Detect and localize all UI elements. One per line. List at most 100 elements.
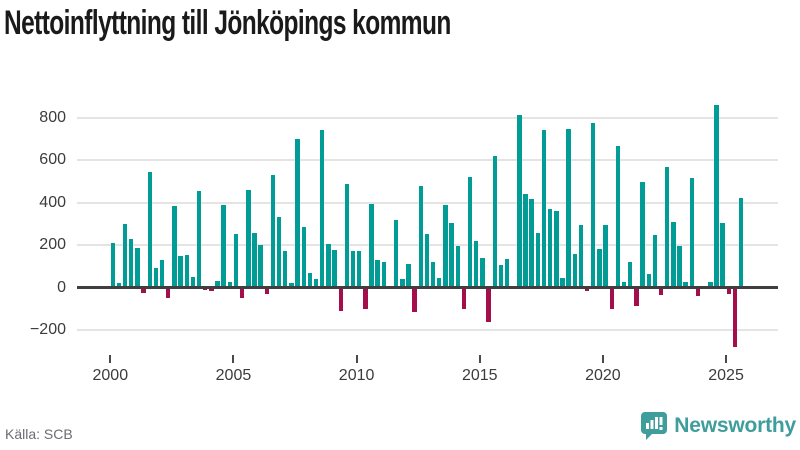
positive-bar 2000 Q1 xyxy=(110,242,115,288)
positive-bar 2024 Q2 xyxy=(708,282,713,288)
positive-bar 2015 Q4 xyxy=(498,265,504,288)
positive-bar 2012 Q1 xyxy=(406,264,411,288)
positive-bar 2004 Q2 xyxy=(215,281,220,288)
positive-bar 2018 Q4 xyxy=(572,253,577,288)
y-axis-label: 600 xyxy=(39,151,66,168)
positive-bar 2016 Q4 xyxy=(523,194,528,288)
x-axis-label: 2000 xyxy=(92,367,129,384)
positive-bar 2021 Q4 xyxy=(646,273,651,288)
positive-bar 2013 Q3 xyxy=(443,204,448,288)
negative-bar 2009 Q2 xyxy=(338,287,343,311)
positive-bar 2022 Q3 xyxy=(665,167,670,288)
positive-bar 2010 Q4 xyxy=(375,259,380,288)
positive-bar 2012 Q3 xyxy=(418,185,423,288)
x-tick-2010 xyxy=(355,355,358,363)
x-axis-label: 2025 xyxy=(708,367,744,384)
x-axis-label: 2020 xyxy=(585,367,621,384)
x-tick-2005 xyxy=(232,355,235,363)
positive-bar 2023 Q1 xyxy=(677,246,682,288)
x-tick-2020 xyxy=(601,355,604,363)
positive-bar 2021 Q3 xyxy=(640,182,645,288)
positive-bar 2017 Q3 xyxy=(541,130,547,288)
negative-bar 2022 Q2 xyxy=(658,287,664,295)
negative-bar 2005 Q2 xyxy=(239,287,245,299)
negative-bar 2001 Q2 xyxy=(141,287,146,293)
positive-bar 2024 Q3 xyxy=(714,104,719,288)
positive-bar 2003 Q1 xyxy=(184,254,189,288)
x-axis-label: 2010 xyxy=(338,367,375,384)
positive-bar 2017 Q4 xyxy=(547,208,553,288)
y-axis-label: −200 xyxy=(29,321,66,338)
newsworthy-wordmark: Newsworthy xyxy=(674,414,796,437)
positive-bar 2008 Q1 xyxy=(307,272,313,288)
gridline-600 xyxy=(77,159,778,161)
positive-bar 2019 Q3 xyxy=(591,122,596,288)
positive-bar 2016 Q1 xyxy=(504,258,510,288)
positive-bar 2014 Q1 xyxy=(455,246,460,288)
source-label: Källa: SCB xyxy=(5,426,73,442)
positive-bar 2014 Q3 xyxy=(467,177,473,288)
positive-bar 2011 Q1 xyxy=(381,262,387,288)
positive-bar 2000 Q3 xyxy=(122,223,128,288)
positive-bar 2006 Q1 xyxy=(258,245,263,288)
positive-bar 2006 Q3 xyxy=(270,174,276,288)
gridline-400 xyxy=(77,201,778,204)
negative-bar 2006 Q2 xyxy=(264,287,269,294)
positive-bar 2004 Q4 xyxy=(227,282,233,288)
positive-bar 2010 Q1 xyxy=(357,251,362,288)
positive-bar 2023 Q2 xyxy=(683,282,688,288)
positive-bar 2004 Q3 xyxy=(221,204,226,288)
positive-bar 2020 Q1 xyxy=(603,224,608,288)
positive-bar 2014 Q4 xyxy=(474,240,479,288)
positive-bar 2007 Q1 xyxy=(283,251,288,288)
positive-bar 2018 Q1 xyxy=(554,211,559,288)
positive-bar 2018 Q2 xyxy=(560,277,565,288)
negative-bar 2014 Q2 xyxy=(461,287,467,309)
positive-bar 2024 Q4 xyxy=(720,222,725,288)
positive-bar 2017 Q2 xyxy=(535,233,541,288)
gridline--200 xyxy=(77,329,778,331)
positive-bar 2005 Q1 xyxy=(233,234,239,288)
positive-bar 2001 Q3 xyxy=(147,171,152,288)
positive-bar 2013 Q1 xyxy=(430,262,436,288)
positive-bar 2002 Q3 xyxy=(172,205,177,288)
positive-bar 2000 Q4 xyxy=(129,238,134,288)
negative-bar 2002 Q2 xyxy=(166,287,171,299)
positive-bar 2011 Q4 xyxy=(400,279,405,288)
positive-bar 2010 Q3 xyxy=(369,203,374,288)
positive-bar 2001 Q4 xyxy=(153,268,159,288)
page-title: Nettoinflyttning till Jönköpings kommun xyxy=(4,4,451,42)
y-axis-label: 200 xyxy=(39,236,66,253)
x-tick-2025 xyxy=(725,355,728,363)
positive-bar 2000 Q2 xyxy=(116,283,122,288)
positive-bar 2002 Q4 xyxy=(178,255,183,288)
positive-bar 2023 Q3 xyxy=(689,178,695,288)
positive-bar 2019 Q4 xyxy=(597,249,602,288)
gridline-800 xyxy=(77,116,778,119)
positive-bar 2013 Q4 xyxy=(449,222,454,288)
negative-bar 2004 Q1 xyxy=(209,287,214,291)
negative-bar 2023 Q4 xyxy=(695,287,701,296)
positive-bar 2009 Q3 xyxy=(344,184,350,288)
x-tick-2000 xyxy=(109,355,112,363)
positive-bar 2003 Q3 xyxy=(196,190,202,288)
positive-bar 2020 Q3 xyxy=(615,146,621,288)
negative-bar 2015 Q2 xyxy=(486,287,491,322)
positive-bar 2009 Q4 xyxy=(350,251,356,288)
positive-bar 2011 Q3 xyxy=(393,219,399,288)
positive-bar 2022 Q4 xyxy=(671,221,676,288)
positive-bar 2016 Q3 xyxy=(517,115,522,288)
y-axis-label: 0 xyxy=(57,278,66,296)
positive-bar 2007 Q3 xyxy=(295,138,300,288)
positive-bar 2015 Q3 xyxy=(492,155,497,288)
positive-bar 2003 Q2 xyxy=(190,276,196,288)
negative-bar 2021 Q2 xyxy=(634,287,639,306)
positive-bar 2002 Q1 xyxy=(159,259,165,288)
negative-bar 2019 Q2 xyxy=(584,287,590,291)
newsworthy-chart-bubble-icon xyxy=(641,412,668,440)
positive-bar 2008 Q3 xyxy=(320,130,325,288)
positive-bar 2007 Q4 xyxy=(301,226,306,288)
positive-bar 2008 Q4 xyxy=(326,243,331,288)
positive-bar 2009 Q1 xyxy=(332,250,337,288)
